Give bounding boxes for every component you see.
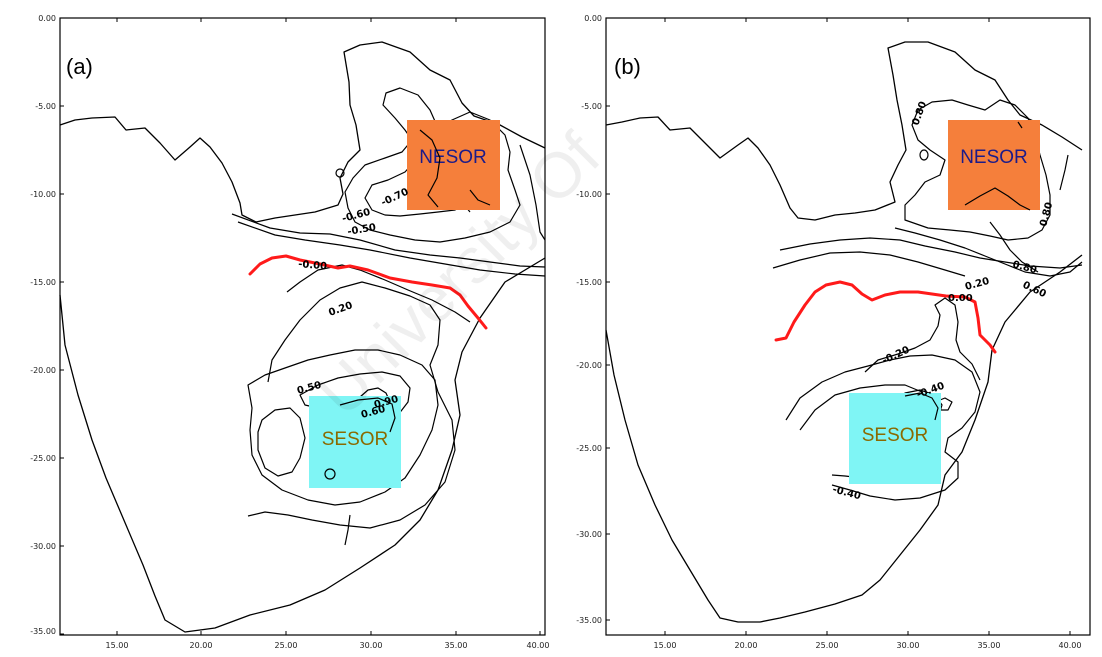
y-tick-label: -5.00 [35, 102, 56, 111]
contour-line [904, 99, 1051, 241]
contour-line [344, 514, 351, 546]
contour-label: 0.00 [948, 293, 973, 304]
panel-a-label: (a) [66, 54, 93, 79]
contour-label: -0.50 [347, 222, 377, 238]
panel-b-label: (b) [614, 54, 641, 79]
x-tick-label: 35.00 [445, 641, 468, 650]
region-label-sesor: SESOR [322, 429, 389, 450]
y-tick-label: -25.00 [576, 444, 602, 453]
x-tick-label: 25.00 [816, 641, 839, 650]
panel-b-frame [605, 17, 1091, 636]
contour-line [286, 264, 471, 323]
contour-line [247, 281, 456, 529]
y-tick-label: -15.00 [30, 278, 56, 287]
panel-b-x-axis: 15.00 20.00 25.00 30.00 35.00 40.00 [654, 18, 1082, 650]
region-label-sesor: SESOR [862, 425, 929, 446]
panel-b-y-axis: 0.00 -5.00 -10.00 -15.00 -20.00 -25.00 -… [576, 14, 610, 625]
contour-line [469, 189, 491, 206]
x-tick-label: 40.00 [1059, 641, 1082, 650]
panel-a: 0.00 -5.00 -10.00 -15.00 -20.00 -25.00 -… [30, 14, 549, 650]
contour-loop [919, 149, 929, 161]
contour-loop [335, 168, 345, 178]
x-tick-label: 40.00 [527, 641, 550, 650]
y-tick-label: -20.00 [576, 361, 602, 370]
x-tick-label: 35.00 [978, 641, 1001, 650]
y-tick-label: 0.00 [38, 14, 56, 23]
contour-label: -0.00 [298, 259, 328, 272]
panel-b-zero-contour [774, 280, 997, 354]
contour-line [904, 392, 939, 421]
contour-line [785, 354, 981, 501]
y-tick-label: -5.00 [581, 102, 602, 111]
contour-line [772, 251, 966, 277]
y-tick-label: -25.00 [30, 454, 56, 463]
contour-line [257, 407, 306, 477]
contour-line [1017, 121, 1023, 129]
x-tick-label: 15.00 [654, 641, 677, 650]
contour-line [989, 221, 1039, 273]
y-tick-label: -10.00 [30, 190, 56, 199]
contour-line [419, 129, 441, 208]
contour-line [519, 144, 546, 241]
contour-line [864, 297, 981, 381]
region-label-nesor: NESOR [419, 147, 487, 168]
region-box-nesor [407, 120, 500, 210]
y-tick-label: -35.00 [576, 616, 602, 625]
panel-b: 0.00 -5.00 -10.00 -15.00 -20.00 -25.00 -… [576, 14, 1091, 650]
region-box-sesor [309, 396, 401, 488]
y-tick-label: -35.00 [30, 627, 56, 636]
region-box-nesor [948, 120, 1040, 210]
region-label-nesor: NESOR [960, 147, 1028, 168]
x-tick-label: 20.00 [735, 641, 758, 650]
contour-line [894, 227, 1083, 277]
panel-a-coastline [59, 41, 546, 633]
contour-line [339, 397, 396, 433]
contour-line [231, 213, 546, 268]
panel-a-y-axis: 0.00 -5.00 -10.00 -15.00 -20.00 -25.00 -… [30, 14, 64, 636]
panel-b-coastline [605, 41, 1083, 623]
contour-loop [324, 468, 336, 480]
panel-a-x-axis: 15.00 20.00 25.00 30.00 35.00 40.00 [106, 18, 550, 650]
contour-line [964, 187, 1031, 211]
y-tick-label: -30.00 [576, 530, 602, 539]
contour-line [237, 221, 546, 277]
panel-a-zero-contour [248, 254, 488, 330]
contour-line [247, 349, 439, 506]
contour-line [1059, 154, 1069, 191]
x-tick-label: 15.00 [106, 641, 129, 650]
y-tick-label: -20.00 [30, 366, 56, 375]
y-tick-label: -10.00 [576, 190, 602, 199]
y-tick-label: 0.00 [584, 14, 602, 23]
x-tick-label: 20.00 [190, 641, 213, 650]
contour-line [779, 237, 1083, 269]
y-tick-label: -30.00 [30, 542, 56, 551]
x-tick-label: 30.00 [897, 641, 920, 650]
region-box-sesor [849, 393, 941, 484]
x-tick-label: 30.00 [360, 641, 383, 650]
x-tick-label: 25.00 [275, 641, 298, 650]
y-tick-label: -15.00 [576, 278, 602, 287]
